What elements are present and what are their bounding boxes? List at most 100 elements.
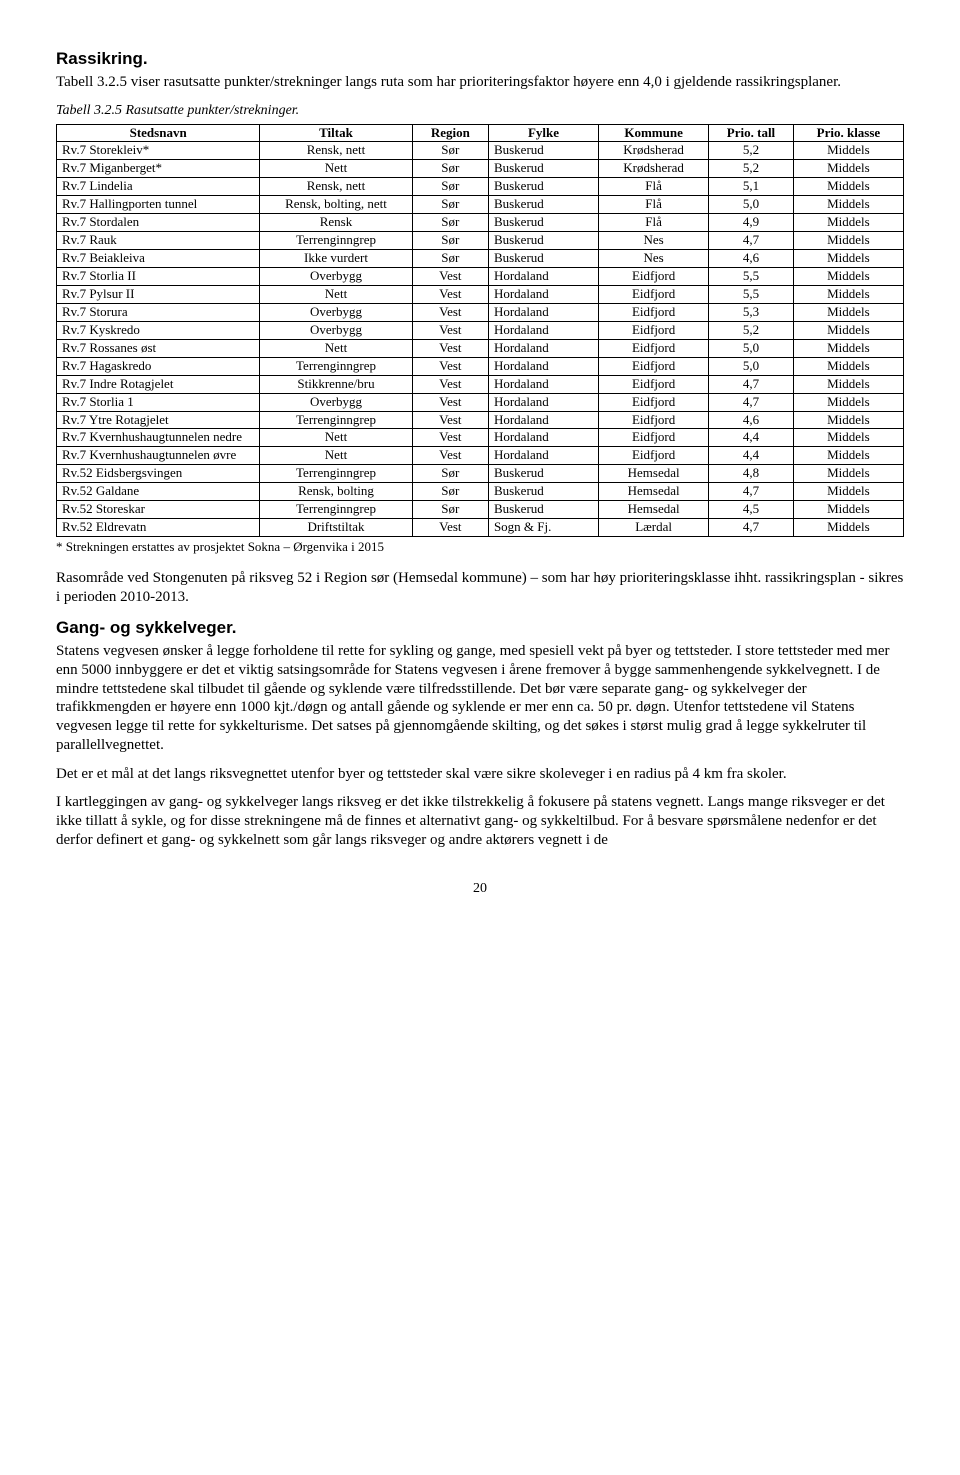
table-cell: Rensk, bolting, nett [260, 196, 412, 214]
table-cell: 5,2 [709, 142, 794, 160]
table-cell: Middels [793, 519, 903, 537]
table-cell: Eidfjord [599, 303, 709, 321]
table-row: Rv.7 StordalenRenskSørBuskerudFlå4,9Midd… [57, 214, 904, 232]
table-cell: Middels [793, 232, 903, 250]
table-cell: 4,7 [709, 232, 794, 250]
table-row: Rv.7 StoruraOverbyggVestHordalandEidfjor… [57, 303, 904, 321]
table-cell: Hordaland [488, 357, 598, 375]
table-cell: Middels [793, 214, 903, 232]
table-cell: Rv.7 Ytre Rotagjelet [57, 411, 260, 429]
table-cell: Middels [793, 196, 903, 214]
table-row: Rv.7 Hallingporten tunnelRensk, bolting,… [57, 196, 904, 214]
table-cell: Rv.7 Hallingporten tunnel [57, 196, 260, 214]
table-cell: Nett [260, 160, 412, 178]
table-cell: Hordaland [488, 303, 598, 321]
table-cell: Rv.7 Storlia 1 [57, 393, 260, 411]
table-cell: Flå [599, 214, 709, 232]
table-row: Rv.7 Indre RotagjeletStikkrenne/bruVestH… [57, 375, 904, 393]
table-cell: Overbygg [260, 268, 412, 286]
table-cell: Flå [599, 196, 709, 214]
table-cell: Rv.7 Storura [57, 303, 260, 321]
table-cell: Buskerud [488, 196, 598, 214]
table-cell: Vest [412, 321, 488, 339]
table-cell: Vest [412, 411, 488, 429]
table-cell: Hordaland [488, 393, 598, 411]
table-cell: Ikke vurdert [260, 250, 412, 268]
table-cell: Sør [412, 160, 488, 178]
gang-p2: Det er et mål at det langs riksvegnettet… [56, 765, 904, 784]
table-cell: Middels [793, 357, 903, 375]
table-cell: 4,7 [709, 393, 794, 411]
table-cell: Middels [793, 483, 903, 501]
table-cell: Rv.7 Kvernhushaugtunnelen øvre [57, 447, 260, 465]
table-cell: Overbygg [260, 303, 412, 321]
table-cell: Sør [412, 178, 488, 196]
table-cell: 5,2 [709, 321, 794, 339]
table-cell: Terrenginngrep [260, 357, 412, 375]
table-row: Rv.7 RaukTerrenginngrepSørBuskerudNes4,7… [57, 232, 904, 250]
table-cell: Rensk [260, 214, 412, 232]
gang-heading: Gang- og sykkelveger. [56, 617, 904, 638]
table-cell: Nett [260, 447, 412, 465]
table-cell: Middels [793, 411, 903, 429]
table-cell: 4,4 [709, 429, 794, 447]
table-cell: Buskerud [488, 465, 598, 483]
table-cell: Middels [793, 393, 903, 411]
table-cell: Buskerud [488, 178, 598, 196]
table-cell: Buskerud [488, 483, 598, 501]
table-row: Rv.52 StoreskarTerrenginngrepSørBuskerud… [57, 501, 904, 519]
table-cell: Hordaland [488, 447, 598, 465]
table-cell: Middels [793, 303, 903, 321]
table-cell: Vest [412, 393, 488, 411]
table-cell: Hordaland [488, 285, 598, 303]
table-cell: Sør [412, 232, 488, 250]
table-cell: 5,1 [709, 178, 794, 196]
table-cell: Rv.7 Lindelia [57, 178, 260, 196]
table-cell: Rv.7 Kyskredo [57, 321, 260, 339]
table-cell: Vest [412, 357, 488, 375]
table-cell: Middels [793, 285, 903, 303]
table-cell: Hemsedal [599, 483, 709, 501]
table-cell: Vest [412, 339, 488, 357]
page-number: 20 [56, 880, 904, 898]
table-cell: 4,7 [709, 483, 794, 501]
col-fylke: Fylke [488, 124, 598, 142]
table-cell: Buskerud [488, 250, 598, 268]
table-cell: Terrenginngrep [260, 411, 412, 429]
table-cell: 5,5 [709, 285, 794, 303]
table-cell: 4,6 [709, 411, 794, 429]
table-cell: Eidfjord [599, 339, 709, 357]
table-cell: Middels [793, 250, 903, 268]
table-cell: Eidfjord [599, 411, 709, 429]
table-cell: Rv.7 Stordalen [57, 214, 260, 232]
table-cell: Hordaland [488, 321, 598, 339]
table-row: Rv.7 Rossanes østNettVestHordalandEidfjo… [57, 339, 904, 357]
table-cell: Lærdal [599, 519, 709, 537]
table-footnote: * Strekningen erstattes av prosjektet So… [56, 539, 904, 555]
table-cell: Rv.52 Eldrevatn [57, 519, 260, 537]
table-cell: Hemsedal [599, 501, 709, 519]
table-row: Rv.7 Miganberget*NettSørBuskerudKrødsher… [57, 160, 904, 178]
table-cell: Middels [793, 465, 903, 483]
col-tiltak: Tiltak [260, 124, 412, 142]
table-cell: 5,5 [709, 268, 794, 286]
table-cell: Hordaland [488, 339, 598, 357]
table-cell: 5,3 [709, 303, 794, 321]
table-row: Rv.7 Storlia 1OverbyggVestHordalandEidfj… [57, 393, 904, 411]
table-cell: 5,0 [709, 196, 794, 214]
table-cell: 5,0 [709, 357, 794, 375]
table-caption: Tabell 3.2.5 Rasutsatte punkter/streknin… [56, 102, 904, 120]
rassikring-after-paragraph: Rasområde ved Stongenuten på riksveg 52 … [56, 569, 904, 607]
table-row: Rv.7 Storekleiv*Rensk, nettSørBuskerudKr… [57, 142, 904, 160]
rasutsatte-table: Stedsnavn Tiltak Region Fylke Kommune Pr… [56, 124, 904, 538]
table-row: Rv.52 EldrevatnDriftstiltakVestSogn & Fj… [57, 519, 904, 537]
table-cell: Terrenginngrep [260, 501, 412, 519]
table-cell: Eidfjord [599, 393, 709, 411]
table-cell: Middels [793, 375, 903, 393]
table-cell: Rv.52 Storeskar [57, 501, 260, 519]
table-cell: Buskerud [488, 232, 598, 250]
table-cell: Rv.7 Kvernhushaugtunnelen nedre [57, 429, 260, 447]
table-cell: 4,9 [709, 214, 794, 232]
table-cell: Vest [412, 375, 488, 393]
table-cell: Buskerud [488, 160, 598, 178]
